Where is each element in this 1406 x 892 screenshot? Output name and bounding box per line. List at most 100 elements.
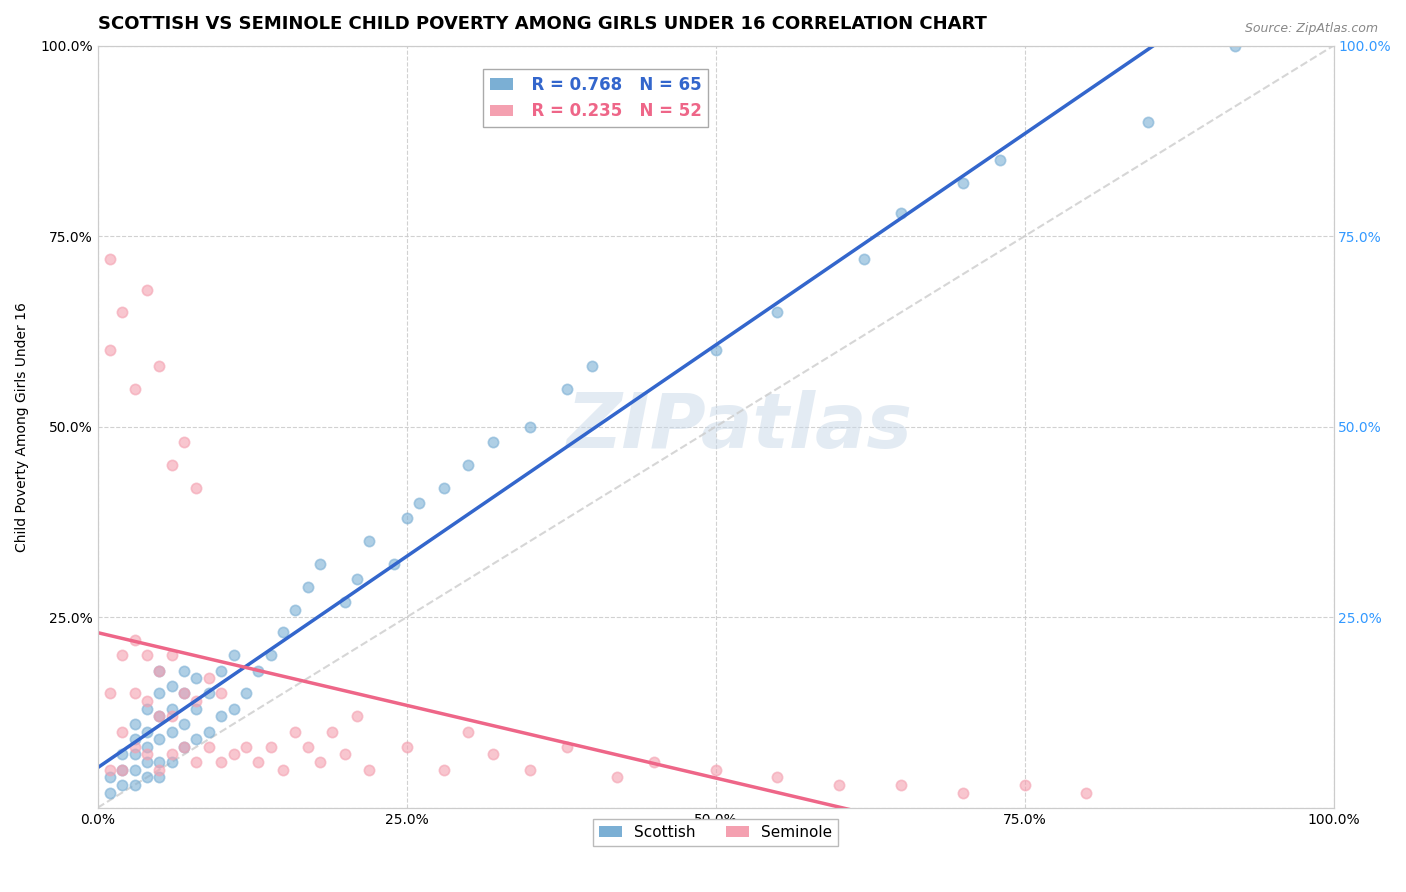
Point xyxy=(581,359,603,373)
Point xyxy=(136,283,159,297)
Point xyxy=(186,481,208,495)
Point xyxy=(519,419,541,434)
Point xyxy=(173,434,195,449)
Point xyxy=(111,305,134,319)
Point xyxy=(704,763,727,777)
Point xyxy=(186,671,208,685)
Point xyxy=(111,763,134,777)
Point xyxy=(988,153,1011,167)
Point xyxy=(148,709,170,723)
Point xyxy=(333,747,356,762)
Point xyxy=(98,686,121,700)
Point xyxy=(482,747,505,762)
Point xyxy=(457,724,479,739)
Point xyxy=(136,648,159,663)
Point xyxy=(124,717,146,731)
Point xyxy=(111,648,134,663)
Point xyxy=(148,763,170,777)
Point xyxy=(98,252,121,266)
Point xyxy=(395,739,418,754)
Point xyxy=(606,770,628,784)
Point xyxy=(643,755,665,769)
Point xyxy=(148,664,170,678)
Point xyxy=(111,747,134,762)
Point xyxy=(136,770,159,784)
Point xyxy=(890,778,912,792)
Point xyxy=(309,755,332,769)
Text: Source: ZipAtlas.com: Source: ZipAtlas.com xyxy=(1244,22,1378,36)
Point xyxy=(346,572,368,586)
Point xyxy=(98,785,121,799)
Point xyxy=(173,664,195,678)
Point xyxy=(222,747,245,762)
Point xyxy=(271,625,294,640)
Point xyxy=(124,739,146,754)
Point xyxy=(124,778,146,792)
Point xyxy=(198,724,221,739)
Point xyxy=(284,602,307,616)
Point xyxy=(124,747,146,762)
Point xyxy=(173,686,195,700)
Point xyxy=(124,763,146,777)
Point xyxy=(704,343,727,358)
Point xyxy=(98,343,121,358)
Point xyxy=(766,770,789,784)
Point xyxy=(359,763,381,777)
Point xyxy=(198,739,221,754)
Point xyxy=(395,511,418,525)
Point xyxy=(160,458,183,472)
Point xyxy=(186,694,208,708)
Point xyxy=(321,724,343,739)
Point xyxy=(259,648,281,663)
Point xyxy=(173,739,195,754)
Point xyxy=(359,534,381,549)
Point xyxy=(828,778,851,792)
Point xyxy=(1076,785,1098,799)
Point xyxy=(124,686,146,700)
Y-axis label: Child Poverty Among Girls Under 16: Child Poverty Among Girls Under 16 xyxy=(15,301,30,551)
Point xyxy=(247,755,270,769)
Point xyxy=(952,785,974,799)
Point xyxy=(136,739,159,754)
Point xyxy=(209,664,232,678)
Point xyxy=(160,648,183,663)
Point xyxy=(271,763,294,777)
Legend: Scottish, Seminole: Scottish, Seminole xyxy=(593,819,838,846)
Point xyxy=(173,686,195,700)
Point xyxy=(209,686,232,700)
Point xyxy=(433,481,456,495)
Point xyxy=(259,739,281,754)
Point xyxy=(333,595,356,609)
Point xyxy=(309,557,332,571)
Text: ZIPatlas: ZIPatlas xyxy=(567,390,914,464)
Point xyxy=(1014,778,1036,792)
Point xyxy=(136,755,159,769)
Point xyxy=(235,739,257,754)
Point xyxy=(148,755,170,769)
Point xyxy=(209,755,232,769)
Point xyxy=(346,709,368,723)
Point xyxy=(160,709,183,723)
Point xyxy=(555,739,578,754)
Point xyxy=(160,701,183,715)
Point xyxy=(98,763,121,777)
Text: SCOTTISH VS SEMINOLE CHILD POVERTY AMONG GIRLS UNDER 16 CORRELATION CHART: SCOTTISH VS SEMINOLE CHILD POVERTY AMONG… xyxy=(97,15,987,33)
Point xyxy=(136,724,159,739)
Point xyxy=(98,770,121,784)
Point xyxy=(160,747,183,762)
Point xyxy=(160,679,183,693)
Point xyxy=(284,724,307,739)
Point xyxy=(111,724,134,739)
Point xyxy=(173,739,195,754)
Point xyxy=(198,686,221,700)
Point xyxy=(852,252,875,266)
Point xyxy=(148,359,170,373)
Point xyxy=(1223,38,1246,53)
Point xyxy=(1137,115,1160,129)
Point xyxy=(952,176,974,190)
Point xyxy=(433,763,456,777)
Point xyxy=(111,778,134,792)
Point xyxy=(247,664,270,678)
Point xyxy=(766,305,789,319)
Point xyxy=(408,496,430,510)
